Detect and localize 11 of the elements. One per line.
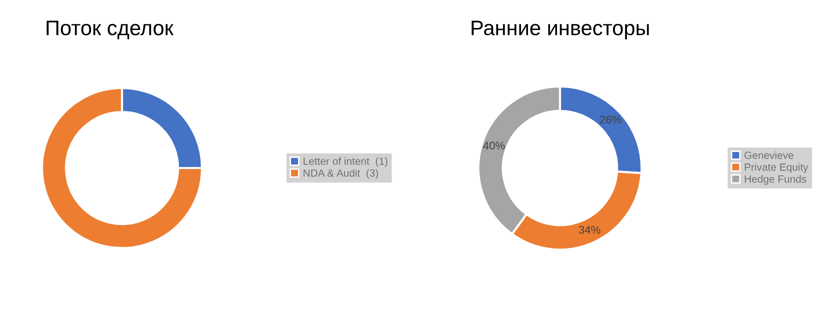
legend-label: NDA & Audit (3) [304, 169, 378, 179]
data-label: 40% [483, 142, 505, 150]
legend-label: Private Equity [744, 163, 808, 173]
donut-slice [40, 86, 204, 250]
data-label: 26% [600, 116, 622, 124]
chart-title: Поток сделок [46, 20, 174, 40]
legend-label: Genevieve [744, 151, 794, 159]
chart-title: Ранние инвесторы [472, 20, 649, 40]
legend-label: Hedge Funds [744, 175, 806, 185]
legend-label: Letter of intent (1) [304, 157, 388, 167]
data-label: 34% [578, 226, 600, 234]
